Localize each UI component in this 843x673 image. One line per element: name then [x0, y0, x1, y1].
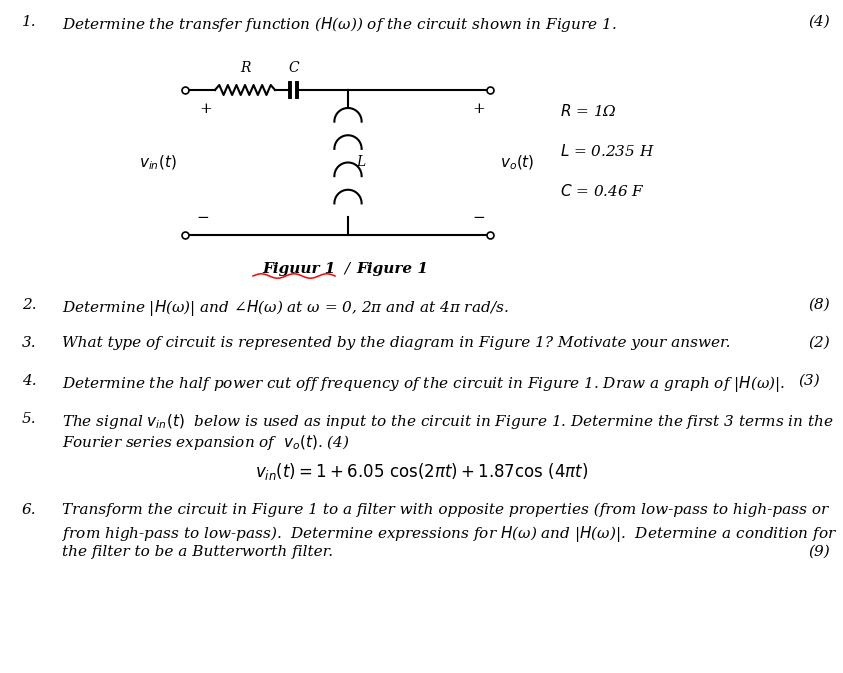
Text: L: L: [356, 155, 365, 170]
Text: (4): (4): [808, 15, 830, 29]
Text: C: C: [288, 61, 298, 75]
Text: $C$ = 0.46 F: $C$ = 0.46 F: [560, 183, 645, 199]
Text: /: /: [340, 262, 355, 276]
Text: $v_o(t)$: $v_o(t)$: [500, 153, 534, 172]
Text: (9): (9): [808, 545, 830, 559]
Text: 4.: 4.: [22, 374, 36, 388]
Text: Transform the circuit in Figure 1 to a filter with opposite properties (from low: Transform the circuit in Figure 1 to a f…: [62, 503, 829, 518]
Text: Determine the half power cut off frequency of the circuit in Figure 1. Draw a gr: Determine the half power cut off frequen…: [62, 374, 785, 394]
Text: +: +: [199, 102, 212, 116]
Text: The signal $v_{in}(t)$  below is used as input to the circuit in Figure 1. Deter: The signal $v_{in}(t)$ below is used as …: [62, 412, 834, 431]
Text: Determine the transfer function ($H$(ω)) of the circuit shown in Figure 1.: Determine the transfer function ($H$(ω))…: [62, 15, 617, 34]
Text: −: −: [472, 211, 485, 225]
Text: Determine |$H$(ω)| and ∠$H$(ω) at ω = 0, 2π and at 4π rad/s.: Determine |$H$(ω)| and ∠$H$(ω) at ω = 0,…: [62, 298, 508, 318]
Text: 6.: 6.: [22, 503, 36, 517]
Text: 1.: 1.: [22, 15, 36, 29]
Text: $R$ = 1Ω: $R$ = 1Ω: [560, 103, 617, 119]
Text: R: R: [239, 61, 250, 75]
Text: from high-pass to low-pass).  Determine expressions for $H$(ω) and |$H$(ω)|.  De: from high-pass to low-pass). Determine e…: [62, 524, 838, 544]
Text: $L$ = 0.235 H: $L$ = 0.235 H: [560, 143, 655, 159]
Text: (2): (2): [808, 336, 830, 350]
Text: What type of circuit is represented by the diagram in Figure 1? Motivate your an: What type of circuit is represented by t…: [62, 336, 731, 350]
Text: +: +: [472, 102, 485, 116]
Text: Figuur 1: Figuur 1: [263, 262, 336, 276]
Text: the filter to be a Butterworth filter.: the filter to be a Butterworth filter.: [62, 545, 333, 559]
Text: $v_{in}(t)$: $v_{in}(t)$: [139, 153, 177, 172]
Text: (3): (3): [798, 374, 819, 388]
Text: (8): (8): [808, 298, 830, 312]
Text: 3.: 3.: [22, 336, 36, 350]
Text: 2.: 2.: [22, 298, 36, 312]
Text: 5.: 5.: [22, 412, 36, 426]
Text: Fourier series expansion of  $v_o(t)$. (4): Fourier series expansion of $v_o(t)$. (4…: [62, 433, 350, 452]
Text: $v_{in}(t) = 1 + 6.05\ \mathrm{cos}(2\pi t) + 1.87\mathrm{cos}\ (4\pi t)$: $v_{in}(t) = 1 + 6.05\ \mathrm{cos}(2\pi…: [255, 461, 588, 482]
Text: −: −: [196, 211, 209, 225]
Text: Figure 1: Figure 1: [356, 262, 428, 276]
